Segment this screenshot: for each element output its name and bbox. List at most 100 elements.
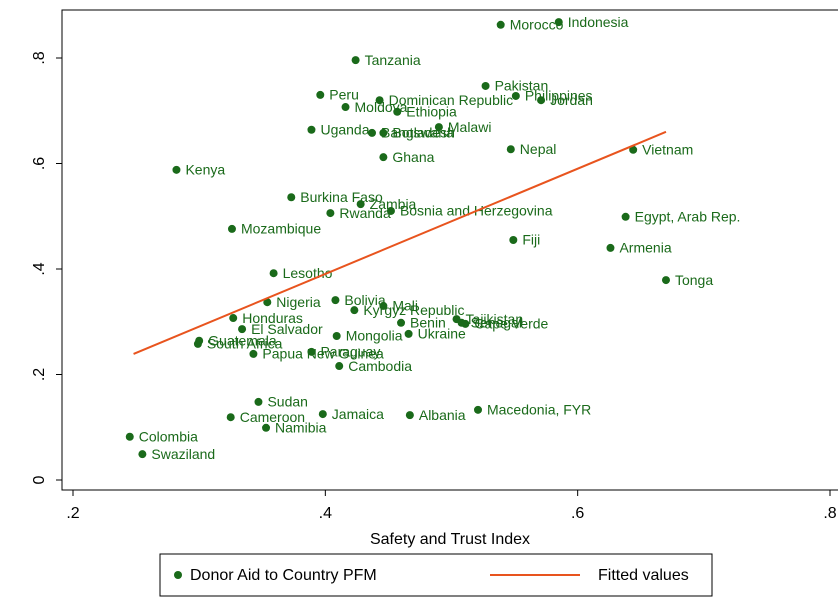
point: [138, 450, 147, 459]
point-label: Pakistan: [495, 78, 549, 94]
point-label: Nepal: [520, 141, 557, 157]
point-label: Tonga: [675, 272, 713, 288]
point-label: Mozambique: [241, 221, 321, 237]
point-label: Ukraine: [418, 326, 466, 342]
point: [269, 269, 278, 278]
point: [193, 339, 202, 348]
point: [461, 319, 470, 328]
y-tick-label: .8: [31, 51, 48, 64]
point-label: Peru: [329, 87, 359, 103]
plot-frame: [61, 9, 838, 491]
point-label: Botswana: [392, 125, 454, 141]
point: [226, 413, 235, 422]
y-tick-label: 0: [31, 475, 48, 484]
point-label: Tajikistan: [466, 311, 524, 327]
point: [379, 153, 388, 162]
point-label: Mongolia: [346, 328, 403, 344]
point: [307, 125, 316, 134]
point: [481, 81, 490, 90]
point: [375, 96, 384, 105]
point: [326, 209, 335, 218]
point: [606, 243, 615, 252]
point: [393, 107, 402, 116]
point-label: Nigeria: [276, 294, 321, 310]
point: [238, 325, 247, 334]
point: [405, 411, 414, 420]
point-label: Ghana: [392, 149, 434, 165]
point-label: Ethiopia: [406, 104, 457, 120]
point-label: Armenia: [619, 240, 671, 256]
point-label: Egypt, Arab Rep.: [635, 208, 741, 224]
point-label: Morocco: [510, 16, 564, 32]
x-tick-label: .4: [319, 505, 332, 522]
point-label: Papua New Guinea: [262, 346, 384, 362]
point: [509, 235, 518, 244]
point: [263, 298, 272, 307]
point: [356, 200, 365, 209]
point: [307, 347, 316, 356]
point-label: Swaziland: [151, 446, 215, 462]
legend-label: Donor Aid to Country PFM: [190, 567, 377, 584]
x-axis-label: Safety and Trust Index: [370, 531, 530, 548]
point: [434, 123, 443, 132]
point: [496, 20, 505, 29]
point: [379, 128, 388, 137]
point: [506, 145, 515, 154]
x-tick-label: .8: [823, 505, 836, 522]
point: [249, 349, 258, 358]
point-label: Bangladesh: [381, 125, 455, 141]
point: [335, 362, 344, 371]
point-label: Mali: [392, 298, 418, 314]
point: [331, 296, 340, 305]
y-tick-label: .6: [31, 157, 48, 170]
point: [316, 90, 325, 99]
point-label: Kyrgyz Republic: [363, 302, 464, 318]
point: [368, 128, 377, 137]
point: [473, 405, 482, 414]
point: [227, 224, 236, 233]
point: [254, 397, 263, 406]
point-label: Uganda: [320, 121, 369, 137]
point: [537, 96, 546, 105]
point: [229, 314, 238, 323]
point-label: Macedonia, FYR: [487, 402, 591, 418]
point-label: El Salvador: [251, 321, 323, 337]
point: [386, 206, 395, 215]
point: [341, 103, 350, 112]
point: [621, 212, 630, 221]
point-label: Dominican Republic: [389, 92, 514, 108]
point-label: Kenya: [185, 162, 225, 178]
point-label: Albania: [419, 407, 466, 423]
y-tick-label: .2: [31, 368, 48, 381]
point: [262, 423, 271, 432]
point-label: Rwanda: [339, 205, 391, 221]
point-label: Guatemala: [208, 332, 277, 348]
point: [629, 145, 638, 154]
point-label: Colombia: [139, 428, 198, 444]
point-label: Fiji: [522, 232, 540, 248]
point: [661, 276, 670, 285]
point: [172, 165, 181, 174]
fitted-line: [133, 130, 667, 355]
point: [125, 432, 134, 441]
point-label: Jordan: [550, 92, 593, 108]
point-label: Paraguay: [320, 344, 380, 360]
legend-marker: [174, 571, 182, 579]
y-tick-label: .4: [31, 262, 48, 275]
x-tick-label: .2: [66, 505, 79, 522]
point-label: South Africa: [207, 336, 283, 352]
point-label: Vietnam: [642, 141, 693, 157]
point-label: Senegal: [471, 315, 522, 331]
point: [350, 306, 359, 315]
point-label: Honduras: [242, 310, 303, 326]
point: [379, 301, 388, 310]
legend-label: Fitted values: [598, 567, 689, 584]
point-label: Benin: [410, 315, 446, 331]
point-label: Indonesia: [568, 14, 629, 30]
point-label: Bolivia: [344, 292, 385, 308]
point-label: Cape Verde: [474, 316, 548, 332]
point: [554, 18, 563, 27]
point: [287, 193, 296, 202]
